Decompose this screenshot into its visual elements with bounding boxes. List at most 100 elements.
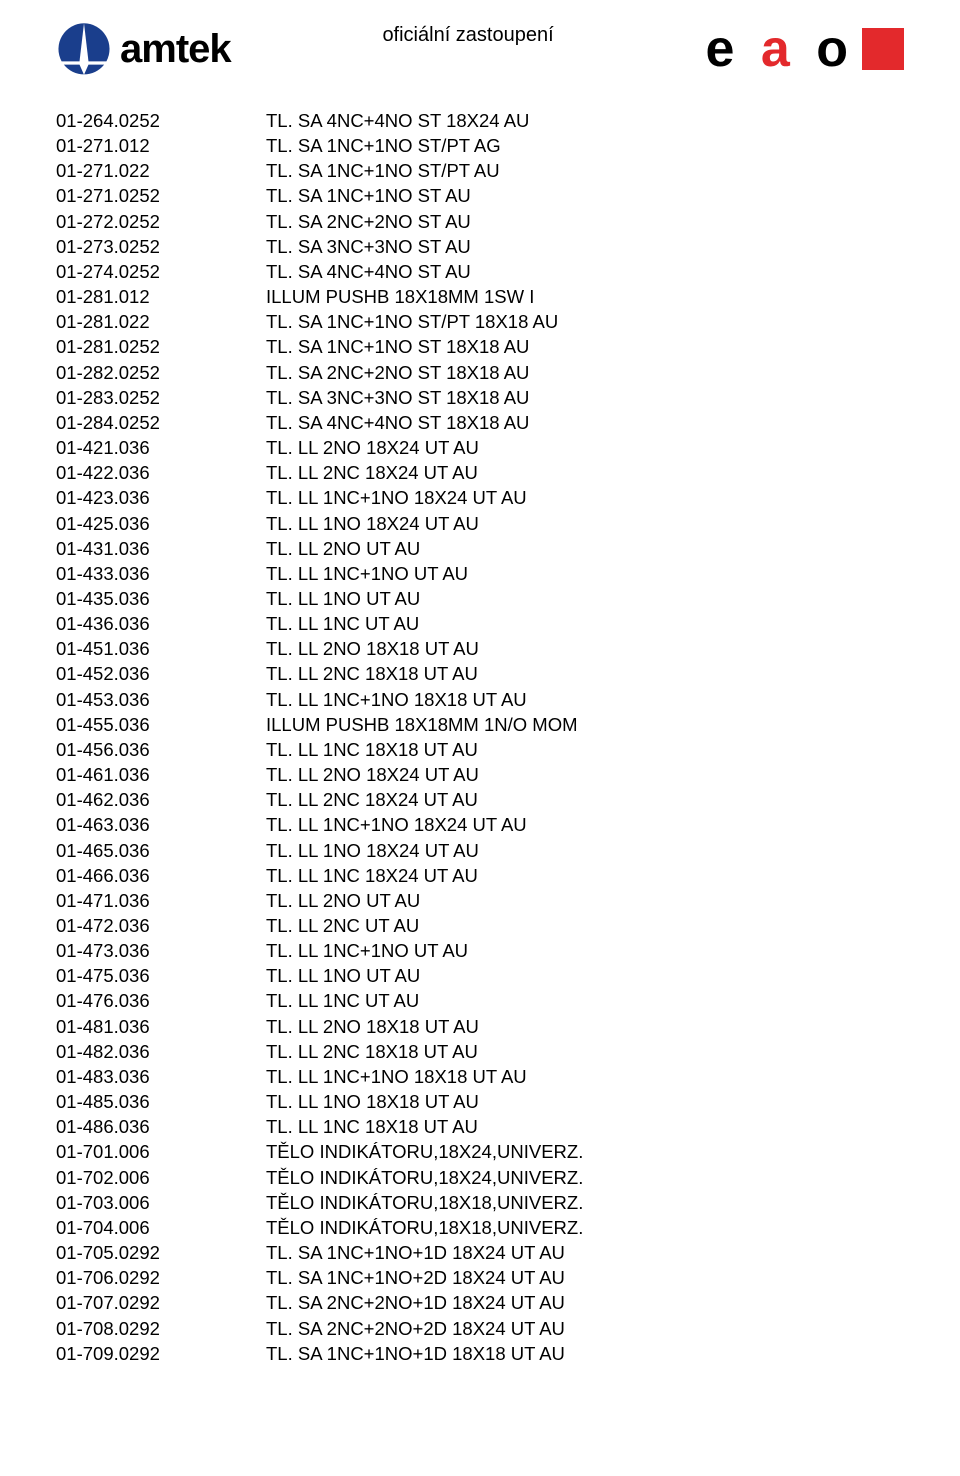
product-code: 01-471.036 — [56, 888, 266, 913]
table-row: 01-476.036TL. LL 1NC UT AU — [56, 988, 904, 1013]
table-row: 01-486.036TL. LL 1NC 18X18 UT AU — [56, 1114, 904, 1139]
product-code: 01-271.012 — [56, 133, 266, 158]
product-description: TL. SA 3NC+3NO ST 18X18 AU — [266, 385, 904, 410]
table-row: 01-465.036TL. LL 1NO 18X24 UT AU — [56, 838, 904, 863]
table-row: 01-273.0252TL. SA 3NC+3NO ST AU — [56, 234, 904, 259]
table-row: 01-463.036TL. LL 1NC+1NO 18X24 UT AU — [56, 812, 904, 837]
product-code: 01-707.0292 — [56, 1290, 266, 1315]
product-description: TL. LL 2NO 18X24 UT AU — [266, 762, 904, 787]
table-row: 01-483.036TL. LL 1NC+1NO 18X18 UT AU — [56, 1064, 904, 1089]
product-description: TL. LL 1NO 18X24 UT AU — [266, 511, 904, 536]
table-row: 01-481.036TL. LL 2NO 18X18 UT AU — [56, 1014, 904, 1039]
product-code: 01-452.036 — [56, 661, 266, 686]
table-row: 01-272.0252TL. SA 2NC+2NO ST AU — [56, 209, 904, 234]
product-description: TL. LL 2NO UT AU — [266, 888, 904, 913]
product-description: TL. SA 1NC+1NO ST/PT AG — [266, 133, 904, 158]
product-description: TL. LL 1NC+1NO 18X18 UT AU — [266, 687, 904, 712]
eao-logo-block: e a o — [705, 23, 904, 75]
product-code: 01-482.036 — [56, 1039, 266, 1064]
product-description: TL. LL 2NC 18X24 UT AU — [266, 460, 904, 485]
product-code: 01-456.036 — [56, 737, 266, 762]
product-code: 01-435.036 — [56, 586, 266, 611]
table-row: 01-271.0252TL. SA 1NC+1NO ST AU — [56, 183, 904, 208]
product-code: 01-453.036 — [56, 687, 266, 712]
table-row: 01-471.036TL. LL 2NO UT AU — [56, 888, 904, 913]
product-description: TL. LL 2NO 18X18 UT AU — [266, 636, 904, 661]
product-description: TL. LL 2NC 18X18 UT AU — [266, 661, 904, 686]
product-code: 01-423.036 — [56, 485, 266, 510]
product-description: TL. SA 2NC+2NO+2D 18X24 UT AU — [266, 1316, 904, 1341]
table-row: 01-708.0292TL. SA 2NC+2NO+2D 18X24 UT AU — [56, 1316, 904, 1341]
product-code: 01-422.036 — [56, 460, 266, 485]
table-row: 01-431.036TL. LL 2NO UT AU — [56, 536, 904, 561]
amtek-logo-text: amtek — [120, 27, 231, 72]
product-description: TĚLO INDIKÁTORU,18X24,UNIVERZ. — [266, 1139, 904, 1164]
table-row: 01-274.0252TL. SA 4NC+4NO ST AU — [56, 259, 904, 284]
table-row: 01-706.0292TL. SA 1NC+1NO+2D 18X24 UT AU — [56, 1265, 904, 1290]
product-description: TL. SA 1NC+1NO ST 18X18 AU — [266, 334, 904, 359]
product-description: TL. SA 1NC+1NO+2D 18X24 UT AU — [266, 1265, 904, 1290]
product-description: TL. LL 1NC UT AU — [266, 611, 904, 636]
product-code: 01-462.036 — [56, 787, 266, 812]
product-code: 01-476.036 — [56, 988, 266, 1013]
table-row: 01-425.036TL. LL 1NO 18X24 UT AU — [56, 511, 904, 536]
product-description: TL. LL 1NC 18X18 UT AU — [266, 1114, 904, 1139]
product-code: 01-431.036 — [56, 536, 266, 561]
table-row: 01-421.036TL. LL 2NO 18X24 UT AU — [56, 435, 904, 460]
page: amtek oficiální zastoupení e a o 01-264.… — [0, 0, 960, 1476]
table-row: 01-472.036TL. LL 2NC UT AU — [56, 913, 904, 938]
product-code: 01-465.036 — [56, 838, 266, 863]
table-row: 01-282.0252TL. SA 2NC+2NO ST 18X18 AU — [56, 360, 904, 385]
product-description: TL. LL 2NO UT AU — [266, 536, 904, 561]
table-row: 01-422.036TL. LL 2NC 18X24 UT AU — [56, 460, 904, 485]
table-row: 01-456.036TL. LL 1NC 18X18 UT AU — [56, 737, 904, 762]
product-code: 01-709.0292 — [56, 1341, 266, 1366]
eao-letter-e: e — [705, 20, 740, 78]
table-row: 01-473.036TL. LL 1NC+1NO UT AU — [56, 938, 904, 963]
product-code: 01-282.0252 — [56, 360, 266, 385]
eao-letter-a: a — [761, 20, 796, 78]
product-description: TL. LL 2NC UT AU — [266, 913, 904, 938]
product-description: TL. LL 1NC 18X24 UT AU — [266, 863, 904, 888]
product-code: 01-281.022 — [56, 309, 266, 334]
product-description: TL. LL 2NC 18X18 UT AU — [266, 1039, 904, 1064]
product-code: 01-281.0252 — [56, 334, 266, 359]
table-row: 01-452.036TL. LL 2NC 18X18 UT AU — [56, 661, 904, 686]
product-code: 01-274.0252 — [56, 259, 266, 284]
table-row: 01-704.006TĚLO INDIKÁTORU,18X18,UNIVERZ. — [56, 1215, 904, 1240]
product-description: TL. SA 1NC+1NO ST AU — [266, 183, 904, 208]
product-code: 01-466.036 — [56, 863, 266, 888]
table-row: 01-283.0252TL. SA 3NC+3NO ST 18X18 AU — [56, 385, 904, 410]
table-row: 01-281.022TL. SA 1NC+1NO ST/PT 18X18 AU — [56, 309, 904, 334]
table-row: 01-462.036TL. LL 2NC 18X24 UT AU — [56, 787, 904, 812]
product-code: 01-425.036 — [56, 511, 266, 536]
table-row: 01-281.0252TL. SA 1NC+1NO ST 18X18 AU — [56, 334, 904, 359]
table-row: 01-475.036TL. LL 1NO UT AU — [56, 963, 904, 988]
product-description: TL. SA 4NC+4NO ST 18X18 AU — [266, 410, 904, 435]
product-description: TL. LL 1NC+1NO UT AU — [266, 938, 904, 963]
table-row: 01-436.036TL. LL 1NC UT AU — [56, 611, 904, 636]
table-row: 01-705.0292TL. SA 1NC+1NO+1D 18X24 UT AU — [56, 1240, 904, 1265]
product-code: 01-701.006 — [56, 1139, 266, 1164]
product-description: TĚLO INDIKÁTORU,18X18,UNIVERZ. — [266, 1190, 904, 1215]
product-description: TĚLO INDIKÁTORU,18X18,UNIVERZ. — [266, 1215, 904, 1240]
eao-square-icon — [862, 28, 904, 70]
product-code: 01-703.006 — [56, 1190, 266, 1215]
table-row: 01-701.006TĚLO INDIKÁTORU,18X24,UNIVERZ. — [56, 1139, 904, 1164]
table-row: 01-264.0252TL. SA 4NC+4NO ST 18X24 AU — [56, 108, 904, 133]
product-code: 01-483.036 — [56, 1064, 266, 1089]
product-code: 01-475.036 — [56, 963, 266, 988]
eao-letter-o: o — [816, 20, 854, 78]
product-code: 01-271.022 — [56, 158, 266, 183]
product-description: TL. LL 1NO UT AU — [266, 963, 904, 988]
product-code: 01-436.036 — [56, 611, 266, 636]
product-code: 01-486.036 — [56, 1114, 266, 1139]
table-row: 01-485.036TL. LL 1NO 18X18 UT AU — [56, 1089, 904, 1114]
product-description: TL. LL 1NC+1NO 18X24 UT AU — [266, 812, 904, 837]
product-code: 01-481.036 — [56, 1014, 266, 1039]
product-description: TL. LL 1NC+1NO 18X18 UT AU — [266, 1064, 904, 1089]
product-code: 01-421.036 — [56, 435, 266, 460]
table-row: 01-284.0252TL. SA 4NC+4NO ST 18X18 AU — [56, 410, 904, 435]
product-code: 01-451.036 — [56, 636, 266, 661]
table-row: 01-271.012TL. SA 1NC+1NO ST/PT AG — [56, 133, 904, 158]
